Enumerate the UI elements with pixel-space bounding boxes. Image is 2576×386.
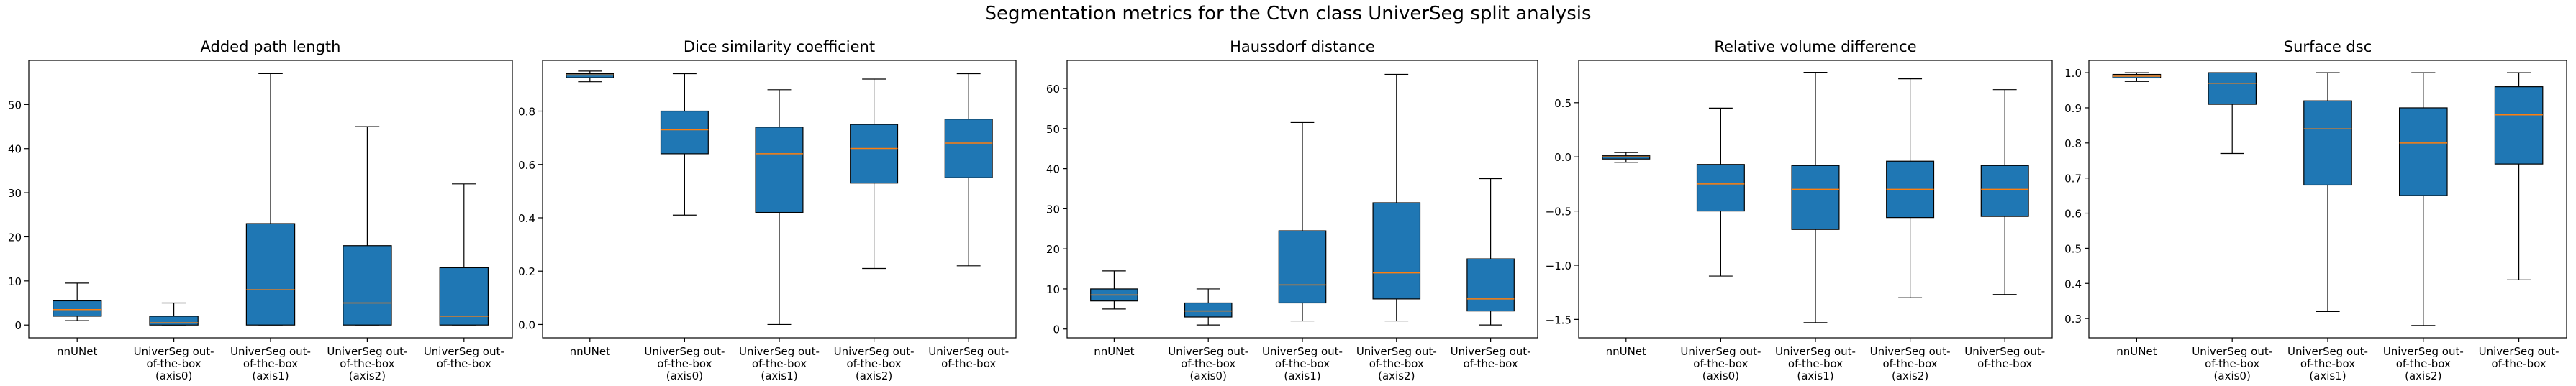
box [1602, 155, 1651, 160]
x-tick-label: UniverSeg out-of-the-box (axis0) [134, 345, 214, 382]
chart-title: Added path length [201, 38, 341, 55]
box [850, 124, 899, 184]
x-tick-label: UniverSeg out-of-the-box [1964, 345, 2045, 370]
chart-panel-5: Surface dsc 0.3 0.4 0.5 0.6 0.7 0.8 0.9 1.0 nnUNe… [2064, 38, 2567, 382]
chart-panel-4: Relative volume difference −1.5 −1.0 −0.5 0.… [1546, 38, 2053, 382]
x-tick-label: UniverSeg out-of-the-box (axis2) [2383, 345, 2464, 382]
box [2494, 86, 2544, 165]
plot-frame [542, 60, 1017, 339]
y-tick-label: 60 [1046, 83, 1060, 96]
figure-title: Segmentation metrics for the Ctvn class … [984, 3, 1592, 24]
x-tick-label: UniverSeg out-of-the-box [928, 345, 1009, 370]
chart-title: Haussdorf distance [1230, 38, 1375, 55]
x-tick-label: UniverSeg out-of-the-box [1451, 345, 1531, 370]
y-tick-label: 10 [1046, 283, 1060, 296]
y-tick-label: −1.5 [1546, 313, 1572, 326]
x-tick-label: UniverSeg out-of-the-box (axis1) [739, 345, 820, 382]
plot-frame [2088, 60, 2567, 339]
y-tick-label: 0.2 [518, 265, 535, 278]
x-tick-label: UniverSeg out-of-the-box (axis2) [1870, 345, 1951, 382]
box [343, 245, 392, 326]
box [1980, 165, 2029, 217]
y-tick-label: 0.0 [1554, 151, 1572, 164]
box [2303, 100, 2352, 186]
box [52, 300, 102, 317]
box [1278, 230, 1327, 304]
x-tick-label: nnUNet [1606, 345, 1646, 358]
box [149, 316, 199, 326]
y-tick-label: 0 [1053, 323, 1060, 336]
x-tick-label: UniverSeg out-of-the-box [2479, 345, 2559, 370]
y-tick-label: 0.5 [1554, 97, 1572, 110]
box [755, 127, 804, 213]
y-tick-label: 1.0 [2064, 67, 2082, 80]
x-tick-label: nnUNet [1094, 345, 1134, 358]
box [566, 73, 614, 78]
x-tick-label: UniverSeg out-of-the-box (axis1) [1775, 345, 1856, 382]
box [1184, 302, 1233, 318]
box [1696, 164, 1745, 212]
x-tick-label: UniverSeg out-of-the-box (axis0) [2192, 345, 2272, 382]
x-tick-label: UniverSeg out-of-the-box (axis1) [230, 345, 311, 382]
y-tick-label: 0.8 [2064, 137, 2082, 150]
y-tick-label: −1.0 [1546, 259, 1572, 272]
box [2399, 107, 2448, 196]
y-tick-label: 30 [8, 187, 22, 200]
y-tick-label: 0.7 [2064, 173, 2082, 185]
box [2208, 72, 2257, 105]
chart-title: Dice similarity coefficient [684, 38, 875, 55]
box [1372, 202, 1421, 300]
y-tick-label: 0.4 [2064, 277, 2082, 290]
box [1791, 165, 1840, 230]
box [944, 119, 993, 178]
x-tick-label: UniverSeg out-of-the-box (axis2) [1356, 345, 1437, 382]
chart-title: Relative volume difference [1714, 38, 1916, 55]
y-tick-label: 0.5 [2064, 242, 2082, 255]
y-tick-label: 50 [1046, 123, 1060, 136]
plot-frame [1066, 60, 1538, 339]
y-tick-label: 40 [8, 143, 22, 156]
y-tick-label: 0.4 [518, 212, 535, 225]
y-tick-label: 20 [1046, 243, 1060, 256]
chart-panel-3: Haussdorf distance 0 10 20 30 40 50 60 nnUNet Uni… [1046, 38, 1538, 382]
chart-panel-2: Dice similarity coefficient 0.0 0.2 0.4 0.6 0… [518, 38, 1017, 382]
plot-frame [1578, 60, 2053, 339]
box [1466, 258, 1515, 312]
x-tick-label: UniverSeg out-of-the-box [424, 345, 504, 370]
plot-frame [28, 60, 513, 339]
x-tick-label: UniverSeg out-of-the-box (axis0) [644, 345, 725, 382]
y-tick-label: 0.8 [518, 106, 535, 119]
x-tick-label: nnUNet [57, 345, 97, 358]
y-tick-label: 0.6 [518, 159, 535, 172]
box [245, 223, 296, 326]
y-tick-label: 0 [14, 319, 22, 332]
y-tick-label: 20 [8, 231, 22, 244]
box [660, 110, 709, 155]
y-tick-label: 0.9 [2064, 102, 2082, 115]
y-tick-label: 10 [8, 275, 22, 288]
y-tick-label: 30 [1046, 203, 1060, 216]
x-tick-label: UniverSeg out-of-the-box (axis0) [1168, 345, 1248, 382]
chart-panel-1: Added path length 0 10 20 30 40 50 nnUNet Univer… [8, 38, 513, 382]
x-tick-label: UniverSeg out-of-the-box (axis0) [1680, 345, 1761, 382]
x-tick-label: nnUNet [570, 345, 610, 358]
x-tick-label: nnUNet [2116, 345, 2157, 358]
y-tick-label: 0.0 [518, 318, 535, 331]
box [439, 267, 489, 326]
x-tick-label: UniverSeg out-of-the-box (axis2) [327, 345, 407, 382]
x-tick-label: UniverSeg out-of-the-box (axis1) [2287, 345, 2368, 382]
y-tick-label: 0.3 [2064, 313, 2082, 326]
y-tick-label: 0.6 [2064, 208, 2082, 221]
chart-title: Surface dsc [2284, 38, 2372, 55]
y-tick-label: −0.5 [1546, 206, 1572, 219]
x-tick-label: UniverSeg out-of-the-box (axis1) [1262, 345, 1343, 382]
y-tick-label: 40 [1046, 163, 1060, 176]
x-tick-label: UniverSeg out-of-the-box (axis2) [834, 345, 915, 382]
y-tick-label: 50 [8, 98, 22, 111]
